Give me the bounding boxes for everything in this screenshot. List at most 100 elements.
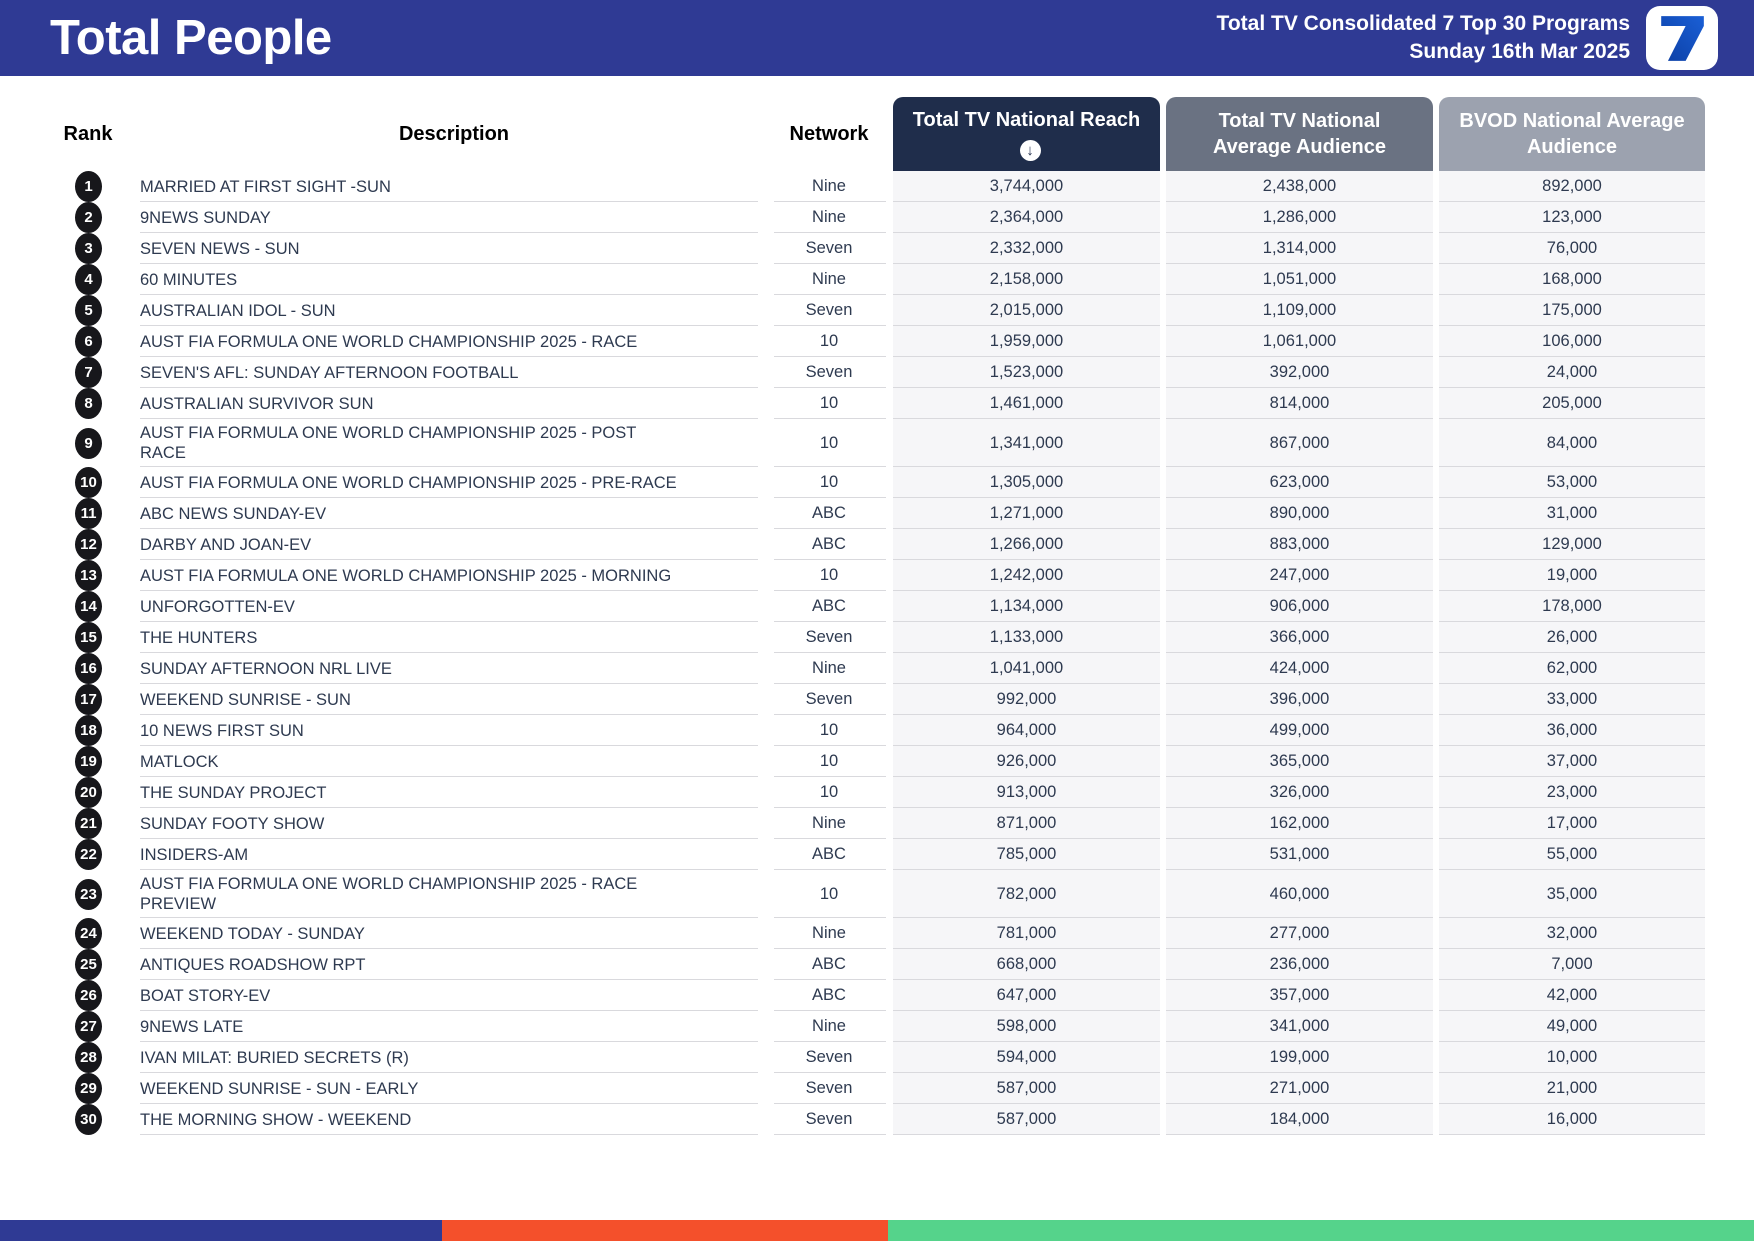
bvod-audience-cell: 17,000 xyxy=(1436,808,1708,839)
bvod-audience-cell: 19,000 xyxy=(1436,560,1708,591)
reach-cell: 926,000 xyxy=(890,746,1163,777)
bvod-audience-cell: 129,000 xyxy=(1436,529,1708,560)
network-cell: 10 xyxy=(768,870,890,918)
bvod-audience-cell: 76,000 xyxy=(1436,233,1708,264)
table-row: 23 AUST FIA FORMULA ONE WORLD CHAMPIONSH… xyxy=(55,870,1708,918)
network-cell: ABC xyxy=(768,498,890,529)
description-cell: AUST FIA FORMULA ONE WORLD CHAMPIONSHIP … xyxy=(140,419,768,467)
bvod-audience-cell: 49,000 xyxy=(1436,1011,1708,1042)
reach-cell: 1,341,000 xyxy=(890,419,1163,467)
rank-badge: 25 xyxy=(75,949,102,980)
bvod-audience-cell: 37,000 xyxy=(1436,746,1708,777)
description-column-header: Description xyxy=(398,122,510,145)
table-row: 1 MARRIED AT FIRST SIGHT -SUN Nine 3,744… xyxy=(55,171,1708,202)
network-cell: Seven xyxy=(768,1104,890,1135)
rank-cell: 1 xyxy=(55,171,140,202)
description-cell: INSIDERS-AM xyxy=(140,839,768,870)
reach-cell: 2,364,000 xyxy=(890,202,1163,233)
table-header-row: Rank Description Network Total TV Nation… xyxy=(55,97,1708,171)
bvod-column-header: BVOD National Average Audience xyxy=(1439,97,1705,171)
rank-badge: 21 xyxy=(75,808,102,839)
rank-cell: 6 xyxy=(55,326,140,357)
rank-badge: 2 xyxy=(75,202,102,233)
avg-audience-cell: 883,000 xyxy=(1163,529,1436,560)
avg-audience-cell: 531,000 xyxy=(1163,839,1436,870)
description-cell: MARRIED AT FIRST SIGHT -SUN xyxy=(140,171,768,202)
rank-cell: 29 xyxy=(55,1073,140,1104)
network-cell: Seven xyxy=(768,1073,890,1104)
rank-badge: 17 xyxy=(75,684,102,715)
network-cell: 10 xyxy=(768,746,890,777)
table-row: 21 SUNDAY FOOTY SHOW Nine 871,000 162,00… xyxy=(55,808,1708,839)
description-cell: AUST FIA FORMULA ONE WORLD CHAMPIONSHIP … xyxy=(140,326,768,357)
avg-audience-cell: 906,000 xyxy=(1163,591,1436,622)
reach-cell: 781,000 xyxy=(890,918,1163,949)
rank-badge: 4 xyxy=(75,264,102,295)
reach-cell: 1,461,000 xyxy=(890,388,1163,419)
bvod-column-header-cell: BVOD National Average Audience xyxy=(1436,97,1708,171)
avg-audience-cell: 396,000 xyxy=(1163,684,1436,715)
rank-badge: 11 xyxy=(75,498,102,529)
bvod-audience-cell: 23,000 xyxy=(1436,777,1708,808)
description-cell: WEEKEND SUNRISE - SUN xyxy=(140,684,768,715)
network-cell: 10 xyxy=(768,560,890,591)
rank-cell: 8 xyxy=(55,388,140,419)
bvod-audience-cell: 10,000 xyxy=(1436,1042,1708,1073)
rank-badge: 23 xyxy=(75,878,102,910)
table-row: 14 UNFORGOTTEN-EV ABC 1,134,000 906,000 … xyxy=(55,591,1708,622)
description-cell: IVAN MILAT: BURIED SECRETS (R) xyxy=(140,1042,768,1073)
rank-badge: 18 xyxy=(75,715,102,746)
rank-cell: 25 xyxy=(55,949,140,980)
footer-segment-green xyxy=(888,1220,1754,1241)
rank-cell: 3 xyxy=(55,233,140,264)
rank-cell: 30 xyxy=(55,1104,140,1135)
network-cell: 10 xyxy=(768,715,890,746)
avg-audience-cell: 366,000 xyxy=(1163,622,1436,653)
bvod-audience-cell: 16,000 xyxy=(1436,1104,1708,1135)
description-cell: SEVEN NEWS - SUN xyxy=(140,233,768,264)
reach-cell: 2,015,000 xyxy=(890,295,1163,326)
bvod-audience-cell: 24,000 xyxy=(1436,357,1708,388)
table-row: 2 9NEWS SUNDAY Nine 2,364,000 1,286,000 … xyxy=(55,202,1708,233)
table-row: 30 THE MORNING SHOW - WEEKEND Seven 587,… xyxy=(55,1104,1708,1135)
avg-audience-cell: 460,000 xyxy=(1163,870,1436,918)
rank-badge: 12 xyxy=(75,529,102,560)
avg-audience-cell: 247,000 xyxy=(1163,560,1436,591)
avg-audience-cell: 424,000 xyxy=(1163,653,1436,684)
rank-badge: 3 xyxy=(75,233,102,264)
description-cell: 10 NEWS FIRST SUN xyxy=(140,715,768,746)
avg-audience-cell: 1,051,000 xyxy=(1163,264,1436,295)
network-cell: Seven xyxy=(768,233,890,264)
reach-column-header[interactable]: Total TV National Reach ↓ xyxy=(893,97,1160,171)
avg-audience-cell: 623,000 xyxy=(1163,467,1436,498)
avg-audience-cell: 867,000 xyxy=(1163,419,1436,467)
sort-descending-icon[interactable]: ↓ xyxy=(1019,140,1041,161)
network-cell: 10 xyxy=(768,419,890,467)
rank-cell: 12 xyxy=(55,529,140,560)
rank-cell: 13 xyxy=(55,560,140,591)
network-cell: ABC xyxy=(768,980,890,1011)
avg-audience-cell: 1,109,000 xyxy=(1163,295,1436,326)
description-cell: AUSTRALIAN IDOL - SUN xyxy=(140,295,768,326)
rank-badge: 28 xyxy=(75,1042,102,1073)
network-cell: Seven xyxy=(768,1042,890,1073)
network-cell: Seven xyxy=(768,622,890,653)
header-right-group: Total TV Consolidated 7 Top 30 Programs … xyxy=(1217,6,1718,70)
footer-segment-orange xyxy=(442,1220,889,1241)
rank-badge: 16 xyxy=(75,653,102,684)
reach-cell: 594,000 xyxy=(890,1042,1163,1073)
network-cell: ABC xyxy=(768,591,890,622)
bvod-audience-cell: 106,000 xyxy=(1436,326,1708,357)
avg-audience-cell: 890,000 xyxy=(1163,498,1436,529)
report-subtitle-line2: Sunday 16th Mar 2025 xyxy=(1409,40,1630,63)
rank-cell: 2 xyxy=(55,202,140,233)
reach-cell: 913,000 xyxy=(890,777,1163,808)
avg-audience-cell: 184,000 xyxy=(1163,1104,1436,1135)
rank-badge: 20 xyxy=(75,777,102,808)
table-row: 11 ABC NEWS SUNDAY-EV ABC 1,271,000 890,… xyxy=(55,498,1708,529)
rank-badge: 10 xyxy=(75,467,102,498)
description-cell: BOAT STORY-EV xyxy=(140,980,768,1011)
description-cell: THE SUNDAY PROJECT xyxy=(140,777,768,808)
avg-audience-cell: 277,000 xyxy=(1163,918,1436,949)
seven-network-logo xyxy=(1646,6,1718,70)
